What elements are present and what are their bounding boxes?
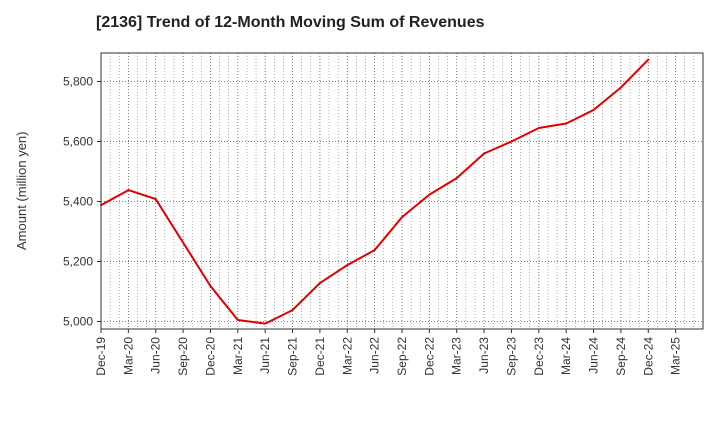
x-tick-label: Jun-20 — [149, 337, 163, 374]
x-tick-label: Sep-23 — [504, 337, 518, 376]
x-tick-label: Dec-23 — [532, 337, 546, 376]
y-tick-label: 5,200 — [63, 255, 93, 269]
x-tick-label: Mar-24 — [559, 337, 573, 375]
x-axis-ticks: Dec-19 Mar-20 Jun-20 Sep-20 Dec-20 Mar-21 Jun-… — [94, 329, 683, 376]
x-tick-label: Dec-19 — [94, 337, 108, 376]
x-tick-label: Dec-22 — [422, 337, 436, 376]
x-tick-label: Mar-21 — [231, 337, 245, 375]
x-tick-label: Jun-23 — [477, 337, 491, 374]
y-tick-label: 5,000 — [63, 315, 93, 329]
x-tick-label: Mar-20 — [121, 337, 135, 375]
series-group — [100, 58, 650, 325]
x-tick-label: Mar-25 — [669, 337, 683, 375]
y-axis-ticks: 5,000 5,200 5,400 5,600 5,800 — [63, 75, 101, 329]
x-tick-label: Dec-20 — [203, 337, 217, 376]
x-tick-label: Sep-22 — [395, 337, 409, 376]
series-line — [100, 58, 650, 325]
x-tick-label: Jun-21 — [258, 337, 272, 374]
x-tick-label: Sep-20 — [176, 337, 190, 376]
x-tick-label: Mar-22 — [340, 337, 354, 375]
x-tick-label: Jun-22 — [368, 337, 382, 374]
y-tick-label: 5,400 — [63, 195, 93, 209]
x-tick-label: Dec-21 — [313, 337, 327, 376]
x-tick-label: Dec-24 — [641, 337, 655, 376]
x-tick-label: Mar-23 — [450, 337, 464, 375]
x-tick-label: Sep-21 — [286, 337, 300, 376]
x-tick-label: Jun-24 — [587, 337, 601, 374]
y-tick-label: 5,600 — [63, 135, 93, 149]
chart-title: [2136] Trend of 12-Month Moving Sum of R… — [96, 14, 485, 31]
y-tick-label: 5,800 — [63, 75, 93, 89]
x-tick-label: Sep-24 — [614, 337, 628, 376]
plot-frame — [100, 52, 704, 330]
